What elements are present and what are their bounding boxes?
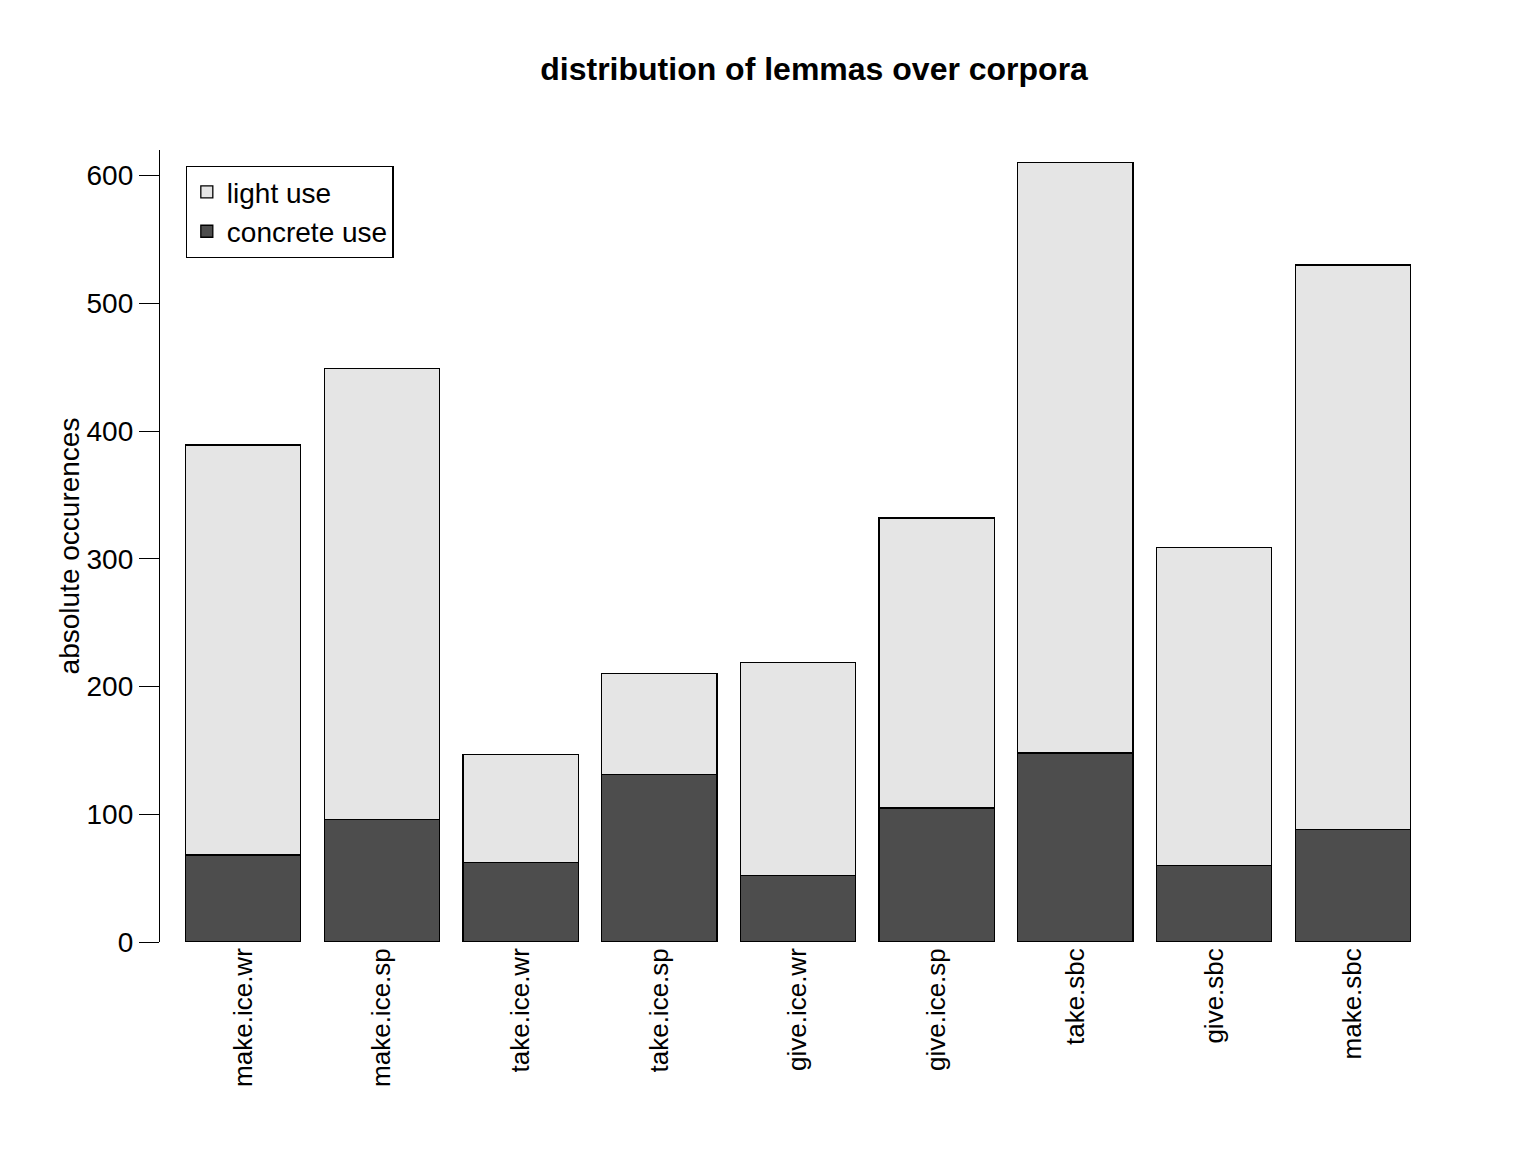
svg-text:concrete use: concrete use	[227, 217, 387, 248]
svg-text:give.ice.sp: give.ice.sp	[921, 948, 951, 1071]
svg-text:absolute occurences: absolute occurences	[54, 418, 85, 675]
svg-text:400: 400	[87, 416, 134, 447]
svg-text:take.ice.wr: take.ice.wr	[505, 948, 535, 1073]
svg-text:make.ice.wr: make.ice.wr	[228, 948, 258, 1087]
svg-text:give.ice.wr: give.ice.wr	[782, 948, 812, 1071]
svg-text:give.sbc: give.sbc	[1199, 948, 1229, 1043]
svg-text:make.sbc: make.sbc	[1337, 948, 1367, 1059]
svg-text:200: 200	[87, 671, 134, 702]
svg-text:500: 500	[87, 288, 134, 319]
svg-text:light use: light use	[227, 178, 331, 209]
svg-text:take.ice.sp: take.ice.sp	[644, 948, 674, 1072]
svg-text:600: 600	[87, 160, 134, 191]
svg-text:300: 300	[87, 544, 134, 575]
svg-text:100: 100	[87, 799, 134, 830]
svg-text:distribution of lemmas over co: distribution of lemmas over corpora	[540, 51, 1088, 87]
svg-text:make.ice.sp: make.ice.sp	[366, 948, 396, 1087]
svg-text:0: 0	[118, 927, 134, 958]
svg-text:take.sbc: take.sbc	[1060, 948, 1090, 1045]
